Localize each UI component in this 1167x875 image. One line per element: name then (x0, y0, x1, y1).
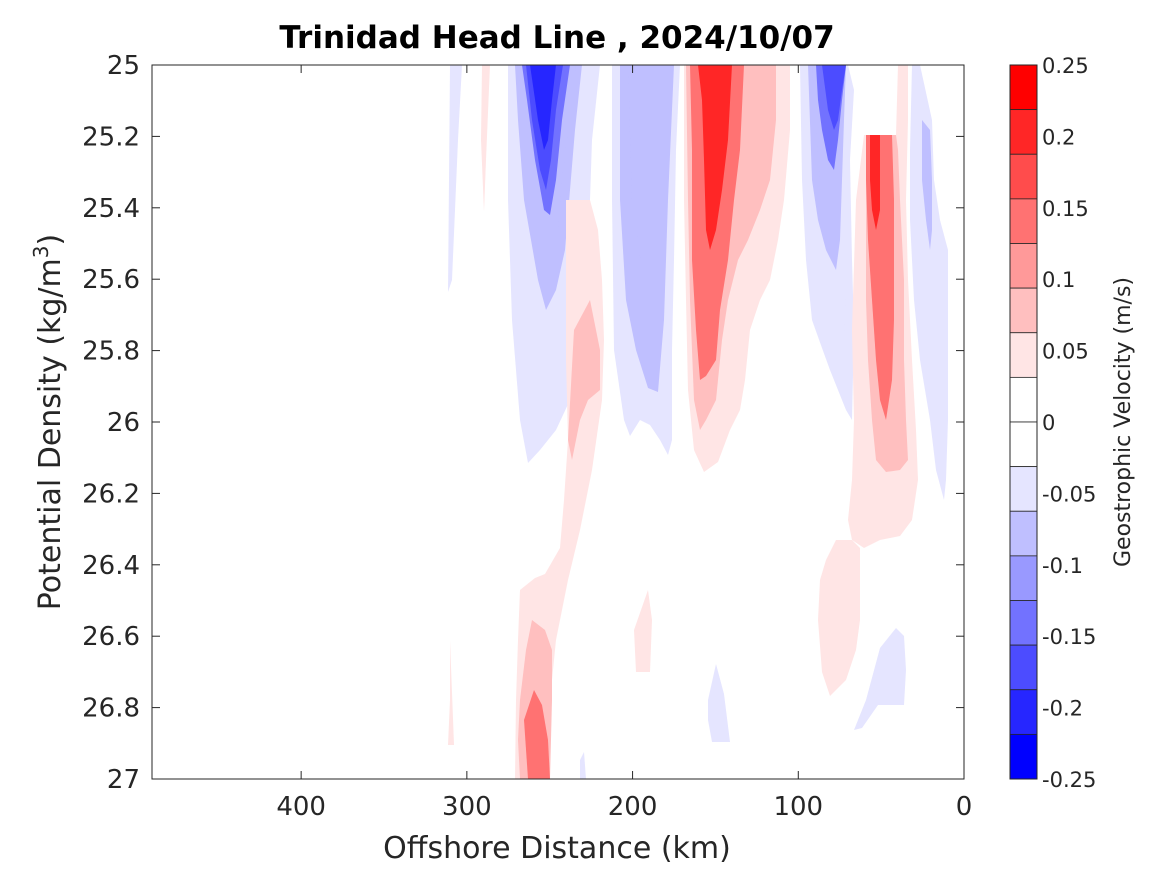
y-tick-label: 25 (107, 51, 140, 81)
colorbar-segment (1009, 466, 1038, 512)
contour-fill (524, 690, 550, 779)
y-tick-label: 25.8 (82, 337, 140, 367)
x-axis: 400 300 200 100 0 (276, 65, 972, 822)
colorbar-segment (1009, 689, 1038, 735)
colorbar-segment (1009, 733, 1038, 780)
x-tick-label: 300 (442, 792, 492, 822)
colorbar-label: Geostrophic Velocity (m/s) (1111, 277, 1136, 567)
colorbar-tick-label: -0.05 (1042, 482, 1096, 506)
colorbar-tick-label: 0.2 (1042, 125, 1075, 149)
contour-fill (854, 628, 906, 730)
chart-title: Trinidad Head Line , 2024/10/07 (279, 20, 834, 56)
colorbar-segment (1009, 287, 1038, 334)
colorbar-segment (1009, 421, 1038, 468)
contour-fill (922, 120, 932, 250)
colorbar-tick-label: 0.25 (1042, 54, 1089, 78)
x-tick-label: 200 (608, 792, 658, 822)
y-axis-label-superscript: 3 (29, 245, 53, 258)
contour-fill (698, 65, 732, 250)
y-axis-label: Potential Density (kg/m3) (29, 234, 68, 610)
y-tick-label: 25.6 (82, 265, 140, 295)
colorbar-segment (1009, 600, 1038, 646)
colorbar-tick-label: -0.25 (1042, 768, 1096, 792)
contour-fill (580, 752, 586, 779)
y-axis-label-main: Potential Density (kg/m (33, 258, 68, 610)
colorbar: 0.25 0.2 0.15 0.1 0.05 0 -0.05 -0.1 -0.15 -0.2 -0.… (1009, 54, 1096, 792)
contour-fills (448, 65, 948, 779)
x-axis-label: Offshore Distance (km) (383, 831, 731, 866)
colorbar-segment (1009, 644, 1038, 691)
colorbar-segment (1009, 64, 1038, 111)
x-tick-label: 400 (276, 792, 326, 822)
colorbar-tick-label: 0.15 (1042, 197, 1089, 221)
colorbar-segment (1009, 109, 1038, 155)
contour-fill (568, 300, 600, 460)
contour-fill (448, 65, 462, 292)
colorbar-segment (1009, 243, 1038, 289)
colorbar-tick-label: -0.15 (1042, 625, 1096, 649)
colorbar-segment (1009, 198, 1038, 244)
y-tick-label: 26.4 (82, 551, 140, 581)
colorbar-frame (1009, 64, 1038, 780)
y-tick-label: 26.6 (82, 622, 140, 652)
contour-fill (448, 640, 454, 745)
contour-fill (870, 135, 880, 230)
colorbar-tick-label: -0.2 (1042, 697, 1083, 721)
y-tick-label: 27 (107, 765, 140, 795)
contour-fill (530, 65, 556, 150)
colorbar-segment (1009, 376, 1038, 423)
contour-fill (634, 590, 652, 672)
y-axis: 25 25.2 25.4 25.6 25.8 26 26.2 26.4 26.6 26.8 27 (82, 51, 964, 795)
contour-fill (481, 65, 490, 212)
y-tick-label: 26.2 (82, 479, 140, 509)
colorbar-segment (1009, 153, 1038, 200)
colorbar-tick-label: -0.1 (1042, 554, 1083, 578)
colorbar-segment (1009, 332, 1038, 378)
y-tick-label: 25.4 (82, 194, 140, 224)
colorbar-segment (1009, 555, 1038, 601)
y-axis-label-tail: ) (33, 234, 68, 246)
x-tick-label: 100 (773, 792, 823, 822)
y-tick-label: 26.8 (82, 694, 140, 724)
colorbar-tick-label: 0.1 (1042, 268, 1075, 292)
contour-fill (818, 540, 860, 696)
contour-fill (708, 664, 730, 742)
contour-fill (628, 65, 668, 290)
x-tick-label: 0 (956, 792, 973, 822)
colorbar-tick-label: 0 (1042, 411, 1055, 435)
colorbar-tick-label: 0.05 (1042, 340, 1089, 364)
y-tick-label: 26 (107, 408, 140, 438)
contour-fill (822, 65, 846, 130)
y-tick-label: 25.2 (82, 122, 140, 152)
colorbar-segment (1009, 510, 1038, 557)
